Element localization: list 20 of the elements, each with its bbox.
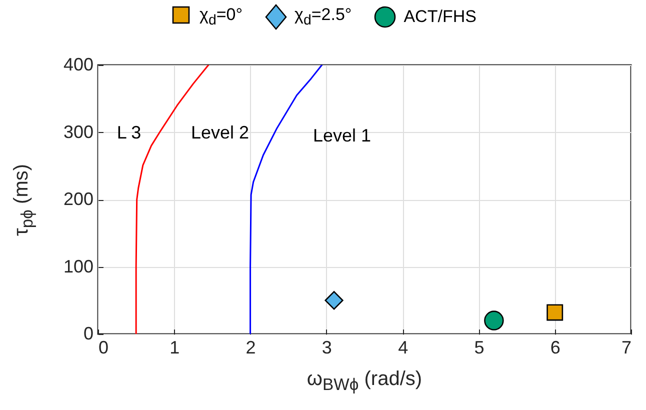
annotation: Level 1: [312, 126, 372, 146]
legend-label: ACT/FHS: [404, 7, 476, 27]
y-tick-label: 0: [83, 324, 94, 344]
x-tick-label: 5: [474, 338, 484, 358]
y-tick-label: 400: [63, 54, 94, 74]
y-tick-label: 200: [63, 189, 94, 209]
annotation: L 3: [116, 122, 142, 144]
x-tick-label: 3: [322, 338, 332, 358]
y-tick-label: 300: [63, 122, 94, 142]
x-tick-label: 0: [98, 338, 109, 358]
y-tick-label: 100: [63, 256, 94, 276]
x-tick-label: 7: [621, 338, 632, 358]
x-tick-label: 4: [398, 338, 408, 358]
legend-label: χ$_{d}$=0°: [200, 5, 243, 29]
x-axis-title: ω$_{BWϕ}$ (rad/s): [306, 368, 424, 395]
x-tick-label: 1: [170, 338, 180, 358]
x-tick-label: 2: [246, 338, 256, 358]
annotation: Level 2: [190, 122, 250, 144]
legend-label: χ$_{d}$=2.5°: [294, 5, 352, 29]
x-tick-label: 6: [550, 338, 560, 358]
